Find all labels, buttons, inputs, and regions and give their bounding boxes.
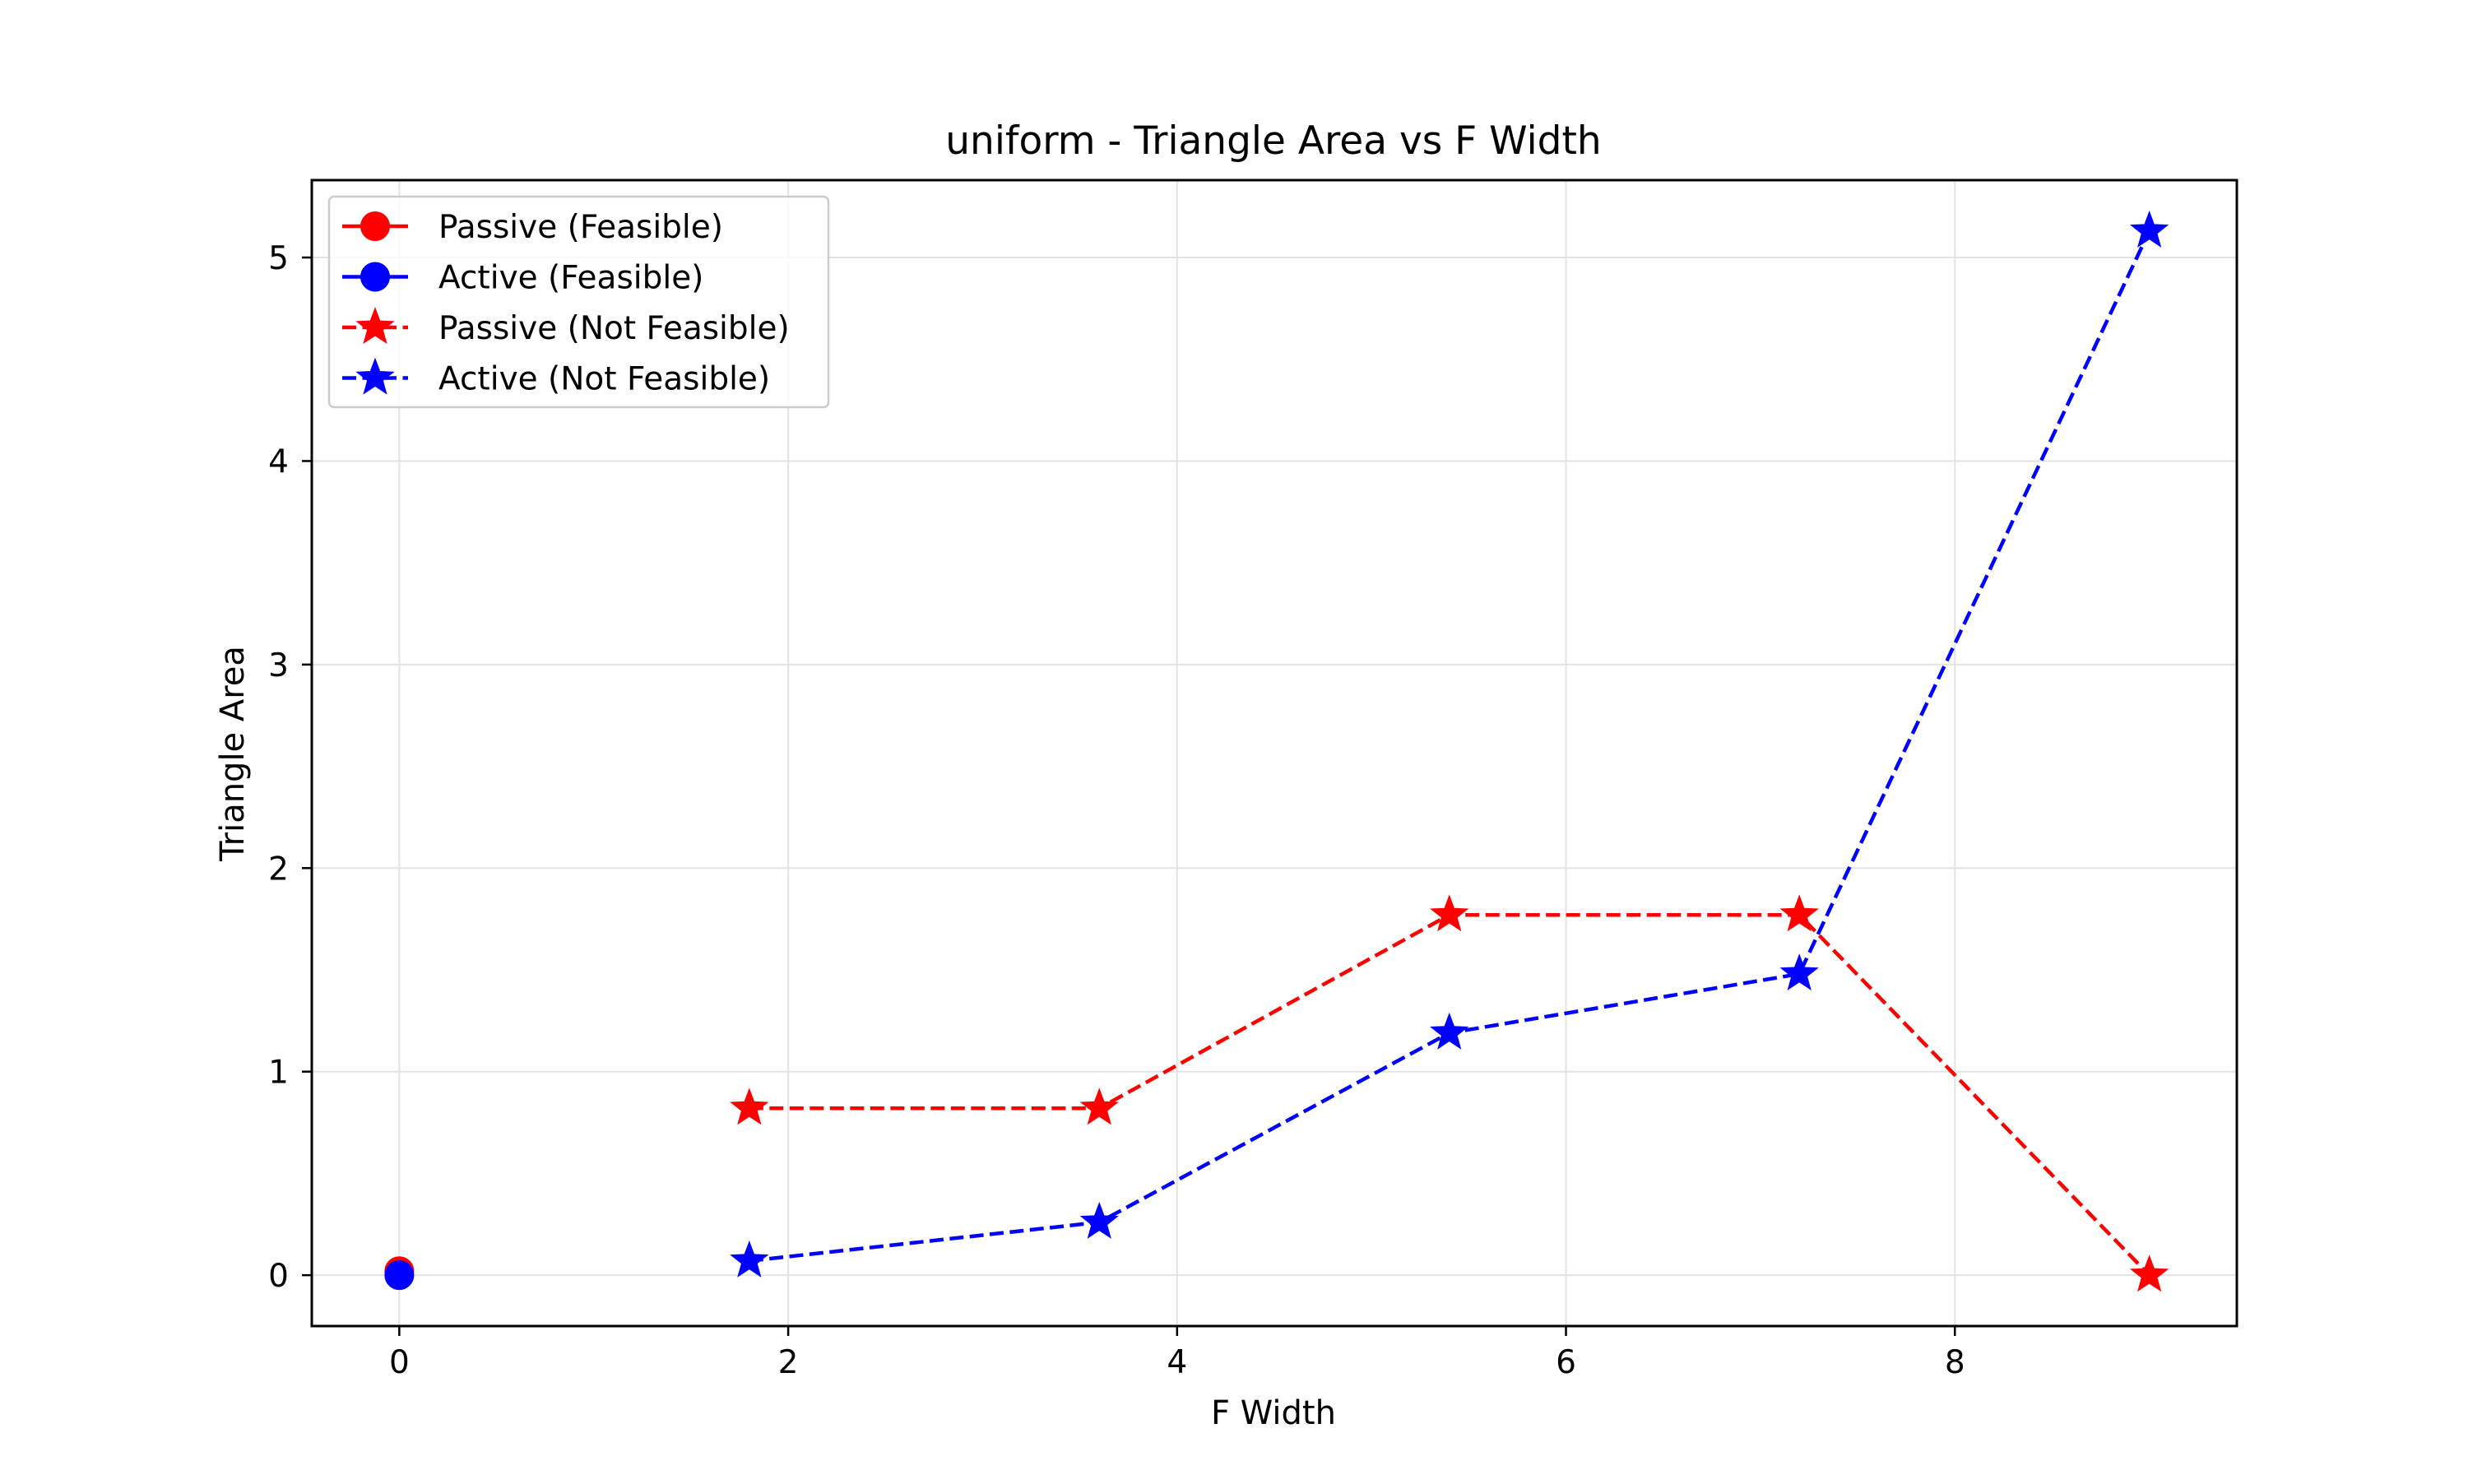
y-tick-label: 4 — [268, 443, 289, 480]
x-axis-label: F Width — [1211, 1394, 1336, 1432]
legend-label: Active (Not Feasible) — [438, 361, 770, 398]
axes: 0 2 4 6 8 0 1 2 3 4 5 — [268, 240, 1965, 1381]
data-point — [2129, 211, 2169, 248]
series-active-not-feasible — [730, 211, 2169, 1278]
y-tick-label: 0 — [268, 1258, 289, 1295]
data-point — [384, 1260, 415, 1291]
series-line — [749, 912, 2151, 1277]
series-active-feasible — [384, 1260, 415, 1291]
legend-label: Passive (Not Feasible) — [438, 310, 790, 347]
data-point — [2129, 1254, 2169, 1292]
legend-marker — [360, 211, 390, 241]
legend: Passive (Feasible) Active (Feasible) Passi… — [327, 195, 830, 409]
data-point — [1430, 1012, 1469, 1050]
x-tick-label: 8 — [1945, 1344, 1965, 1381]
legend-marker — [360, 262, 390, 292]
legend-label: Active (Feasible) — [438, 260, 703, 297]
legend-entry: Passive (Feasible) — [342, 209, 723, 246]
data-point — [730, 1240, 769, 1278]
data-point — [1079, 1201, 1119, 1239]
legend-box — [327, 195, 830, 409]
legend-label: Passive (Feasible) — [438, 209, 723, 246]
x-tick-label: 2 — [778, 1344, 799, 1381]
series-passive-not-feasible — [730, 894, 2169, 1292]
data-point — [730, 1087, 769, 1125]
y-tick-label: 5 — [268, 240, 289, 277]
x-tick-label: 0 — [389, 1344, 410, 1381]
legend-entry: Active (Feasible) — [342, 260, 703, 297]
y-tick-label: 1 — [268, 1055, 289, 1092]
legend-entry: Passive (Not Feasible) — [342, 307, 790, 347]
legend-marker — [355, 307, 395, 345]
y-axis-label: Triangle Area — [214, 646, 252, 862]
y-tick-label: 3 — [268, 647, 289, 684]
y-tick-label: 2 — [268, 851, 289, 888]
x-tick-label: 6 — [1556, 1344, 1576, 1381]
x-tick-label: 4 — [1167, 1344, 1187, 1381]
data-point — [1430, 894, 1469, 932]
plot-frame — [310, 179, 2238, 1328]
chart-title: uniform - Triangle Area vs F Width — [945, 118, 1601, 164]
data-point — [1779, 953, 1819, 991]
data-point — [1079, 1087, 1119, 1125]
legend-entry: Active (Not Feasible) — [342, 357, 770, 398]
data-point — [1779, 894, 1819, 932]
legend-marker — [355, 357, 395, 395]
plot-area — [384, 211, 2169, 1292]
